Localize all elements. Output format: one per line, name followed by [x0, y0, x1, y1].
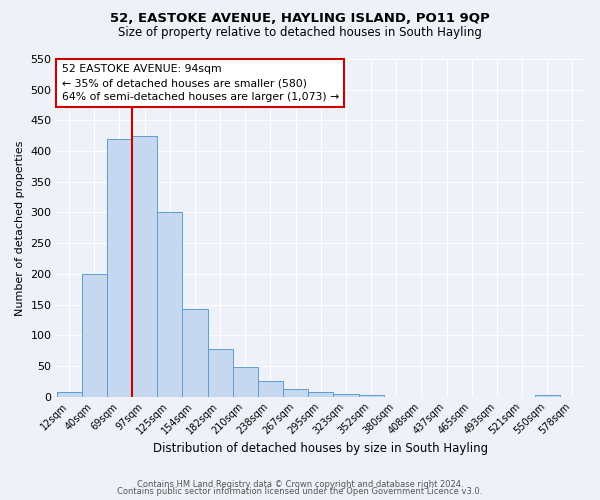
Text: Contains public sector information licensed under the Open Government Licence v3: Contains public sector information licen…	[118, 487, 482, 496]
Bar	[157, 212, 182, 396]
Bar	[233, 367, 258, 396]
Bar	[56, 392, 82, 396]
Bar	[208, 349, 233, 397]
Text: 52 EASTOKE AVENUE: 94sqm
← 35% of detached houses are smaller (580)
64% of semi-: 52 EASTOKE AVENUE: 94sqm ← 35% of detach…	[62, 64, 339, 102]
Text: 52, EASTOKE AVENUE, HAYLING ISLAND, PO11 9QP: 52, EASTOKE AVENUE, HAYLING ISLAND, PO11…	[110, 12, 490, 26]
Bar	[283, 390, 308, 396]
Bar	[132, 136, 157, 396]
Text: Size of property relative to detached houses in South Hayling: Size of property relative to detached ho…	[118, 26, 482, 39]
Bar	[308, 392, 334, 396]
Bar	[334, 394, 359, 396]
Bar	[535, 395, 560, 396]
Bar	[182, 309, 208, 396]
Bar	[258, 382, 283, 396]
Y-axis label: Number of detached properties: Number of detached properties	[15, 140, 25, 316]
X-axis label: Distribution of detached houses by size in South Hayling: Distribution of detached houses by size …	[153, 442, 488, 455]
Bar	[107, 139, 132, 396]
Bar	[82, 274, 107, 396]
Text: Contains HM Land Registry data © Crown copyright and database right 2024.: Contains HM Land Registry data © Crown c…	[137, 480, 463, 489]
